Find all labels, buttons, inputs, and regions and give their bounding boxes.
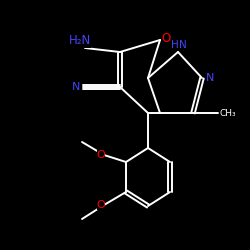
- Text: N: N: [206, 73, 214, 83]
- Text: H: H: [171, 40, 179, 50]
- Text: H₂N: H₂N: [69, 34, 91, 48]
- Text: O: O: [162, 32, 170, 44]
- Text: O: O: [96, 150, 106, 160]
- Text: O: O: [96, 200, 106, 210]
- Text: N: N: [72, 82, 80, 92]
- Text: CH₃: CH₃: [220, 108, 236, 118]
- Text: N: N: [179, 40, 187, 50]
